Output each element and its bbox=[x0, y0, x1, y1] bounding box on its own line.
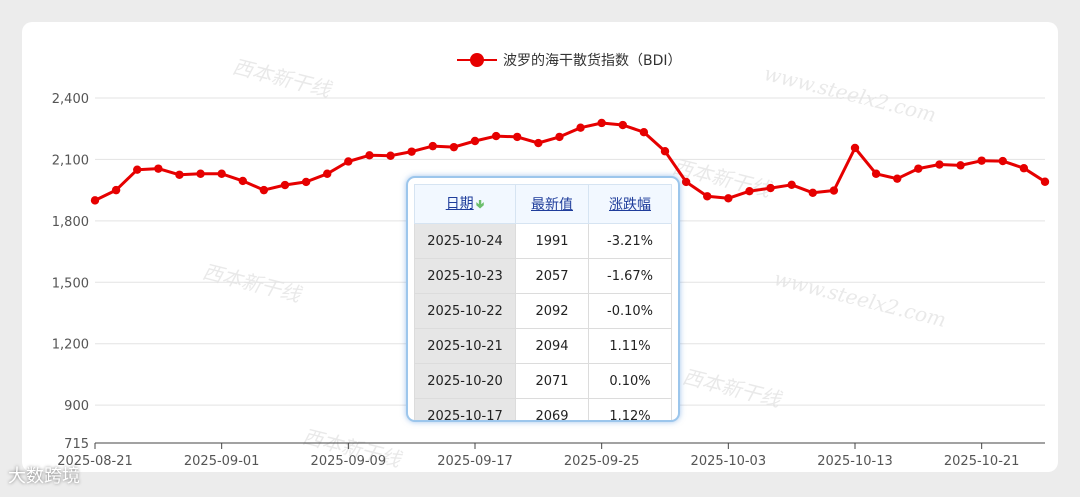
y-tick-label: 2,400 bbox=[52, 92, 89, 107]
data-table: 日期 🢃 最新值 涨跌幅 2025-10-24 1991 -3.21% 2025-10-… bbox=[414, 184, 672, 420]
data-point bbox=[365, 151, 374, 160]
table-cell-date: 2025-10-17 bbox=[414, 398, 516, 420]
data-point bbox=[133, 165, 142, 174]
series-line bbox=[94, 121, 1046, 202]
data-point bbox=[555, 132, 564, 142]
x-tick-label: 2025-10-03 bbox=[691, 454, 767, 469]
table-cell-change: 1.12% bbox=[588, 398, 672, 420]
table-cell-value: 2071 bbox=[515, 363, 589, 399]
table-cell-value: 2092 bbox=[515, 293, 589, 329]
table-cell-date: 2025-10-23 bbox=[414, 258, 516, 294]
column-header-date-label: 日期 bbox=[445, 195, 474, 212]
data-point bbox=[1019, 164, 1029, 173]
column-header-date[interactable]: 日期 🢃 bbox=[414, 184, 516, 224]
chart-legend[interactable]: 波罗的海干散货指数（BDI） bbox=[457, 50, 682, 70]
x-tick-label: 2025-09-25 bbox=[564, 454, 640, 469]
table-cell-change: 1.11% bbox=[588, 328, 672, 364]
table-cell-value: 2057 bbox=[515, 258, 589, 294]
data-point bbox=[639, 127, 649, 137]
x-tick-label: 2025-10-21 bbox=[944, 454, 1020, 469]
table-cell-date: 2025-10-24 bbox=[414, 223, 516, 259]
table-row: 2025-10-21 2094 1.11% bbox=[414, 328, 672, 364]
data-point bbox=[745, 186, 754, 196]
y-tick-label: 1,800 bbox=[52, 215, 89, 230]
sort-down-icon[interactable]: 🢃 bbox=[475, 196, 485, 211]
y-tick-label: 715 bbox=[64, 437, 89, 452]
x-tick-label: 2025-09-17 bbox=[437, 454, 513, 469]
data-point bbox=[386, 151, 395, 160]
data-point bbox=[808, 188, 817, 197]
data-point bbox=[238, 176, 247, 186]
data-point bbox=[787, 180, 796, 190]
data-point bbox=[301, 177, 311, 187]
data-point bbox=[259, 185, 269, 195]
table-row: 2025-10-17 2069 1.12% bbox=[414, 398, 672, 420]
brand-logo-text: 大数跨境 bbox=[8, 466, 80, 487]
data-point bbox=[576, 123, 585, 132]
table-cell-change: 0.10% bbox=[588, 363, 672, 399]
table-cell-value: 1991 bbox=[515, 223, 589, 259]
data-point bbox=[175, 170, 184, 179]
data-point bbox=[998, 156, 1007, 166]
data-point bbox=[914, 164, 923, 173]
table-cell-date: 2025-10-21 bbox=[414, 328, 516, 364]
x-tick-label: 2025-09-09 bbox=[311, 454, 387, 469]
data-point bbox=[660, 147, 670, 156]
table-cell-change: -0.10% bbox=[588, 293, 672, 329]
table-cell-date: 2025-10-20 bbox=[414, 363, 516, 399]
x-tick-label: 2025-09-01 bbox=[184, 454, 260, 469]
y-tick-label: 900 bbox=[64, 399, 89, 414]
legend-swatch-icon bbox=[457, 52, 497, 68]
data-point bbox=[829, 186, 839, 195]
data-point bbox=[196, 169, 205, 178]
table-row: 2025-10-23 2057 -1.67% bbox=[414, 258, 672, 294]
table-cell-change: -1.67% bbox=[588, 258, 672, 294]
table-header-row: 日期 🢃 最新值 涨跌幅 bbox=[414, 184, 672, 224]
data-point bbox=[154, 164, 163, 173]
data-point bbox=[491, 131, 501, 141]
data-point bbox=[513, 132, 522, 142]
x-tick-label: 2025-10-13 bbox=[817, 454, 893, 469]
data-point bbox=[449, 142, 459, 152]
table-cell-date: 2025-10-22 bbox=[414, 293, 516, 329]
table-cell-change: -3.21% bbox=[588, 223, 672, 259]
data-point bbox=[428, 141, 437, 151]
column-header-value[interactable]: 最新值 bbox=[515, 184, 589, 224]
data-point bbox=[323, 169, 332, 178]
data-point bbox=[344, 157, 353, 166]
table-row: 2025-10-22 2092 -0.10% bbox=[414, 293, 672, 329]
data-point bbox=[766, 183, 775, 193]
table-row: 2025-10-24 1991 -3.21% bbox=[414, 223, 672, 259]
data-point bbox=[90, 196, 100, 205]
data-point bbox=[977, 156, 986, 165]
data-point bbox=[618, 120, 627, 130]
y-tick-label: 1,200 bbox=[52, 338, 89, 353]
data-popup: 日期 🢃 最新值 涨跌幅 2025-10-24 1991 -3.21% 2025-10-… bbox=[406, 176, 680, 422]
x-tick-label: 2025-08-21 bbox=[57, 454, 133, 469]
data-point bbox=[681, 177, 691, 187]
data-point bbox=[217, 169, 226, 178]
data-point bbox=[111, 185, 121, 195]
data-point bbox=[470, 136, 480, 146]
data-point bbox=[534, 138, 543, 148]
data-point bbox=[597, 118, 606, 128]
data-point bbox=[893, 174, 902, 183]
legend-label: 波罗的海干散货指数（BDI） bbox=[503, 53, 682, 69]
column-header-change[interactable]: 涨跌幅 bbox=[588, 184, 672, 224]
y-tick-label: 2,100 bbox=[52, 153, 89, 168]
table-cell-value: 2069 bbox=[515, 398, 589, 420]
data-point bbox=[850, 143, 860, 153]
data-point bbox=[956, 161, 965, 170]
data-point bbox=[703, 192, 712, 201]
table-row: 2025-10-20 2071 0.10% bbox=[414, 363, 672, 399]
data-point bbox=[724, 194, 733, 203]
data-point bbox=[280, 180, 290, 190]
table-cell-value: 2094 bbox=[515, 328, 589, 364]
data-point bbox=[1040, 177, 1050, 186]
y-tick-label: 1,500 bbox=[52, 276, 89, 291]
data-point bbox=[407, 147, 416, 156]
data-point bbox=[871, 169, 881, 178]
data-point bbox=[935, 160, 944, 169]
